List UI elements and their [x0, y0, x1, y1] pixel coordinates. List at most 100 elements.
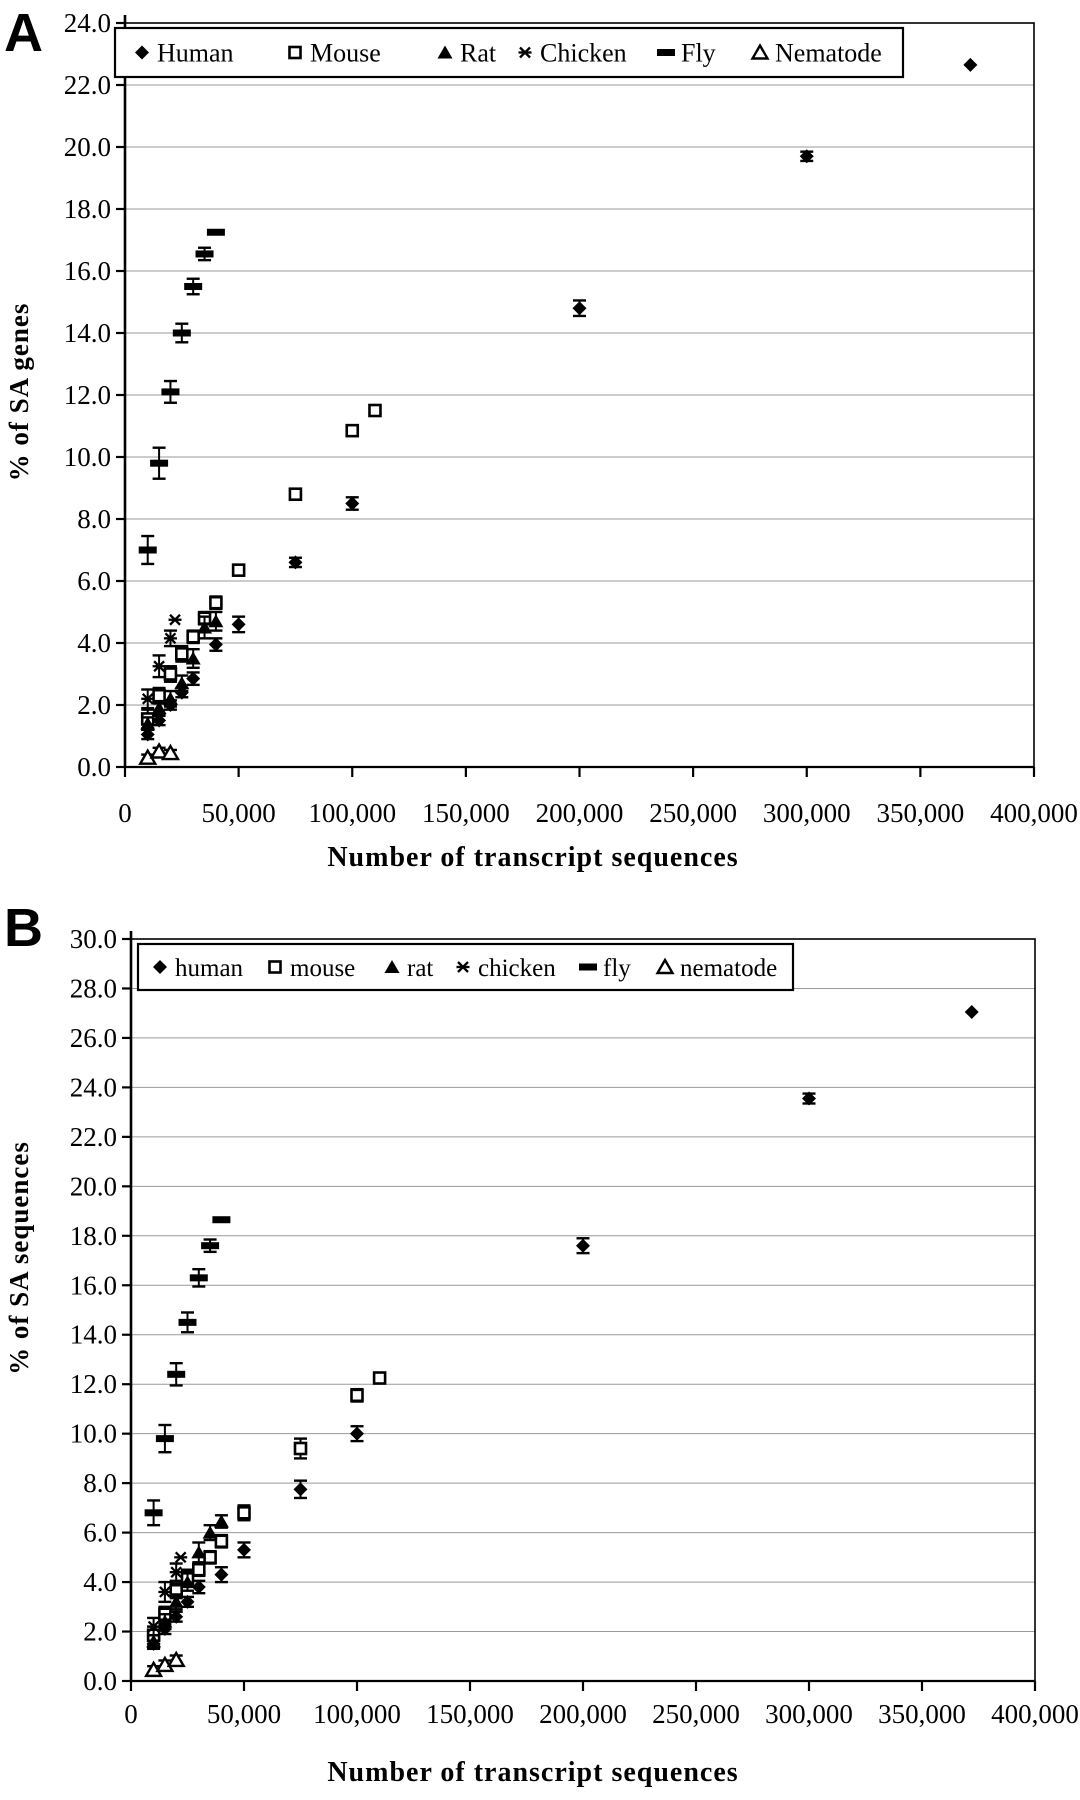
diamond-filled-marker [964, 1004, 979, 1019]
asterisk-marker [141, 692, 155, 705]
y-tick-label: 0.0 [77, 752, 111, 782]
legend-item-rat: rat [384, 955, 433, 982]
legend-item-fly: fly [579, 955, 631, 982]
y-tick-labels: 0.0 2.0 4.0 6.0 8.0 10.0 12.0 14.0 16.0 18.0 20.0 2… [70, 924, 131, 1696]
x-tick-labels: 0 50,000 100,000 150,000 200,000 250,000 300,0… [118, 767, 1078, 828]
diamond-filled-marker [802, 1091, 816, 1106]
square-open-marker [203, 1550, 217, 1565]
y-tick-label: 2.0 [77, 690, 111, 720]
asterisk-marker [163, 632, 177, 645]
y-tick-label: 14.0 [64, 318, 111, 348]
y-tick-label: 16.0 [64, 256, 111, 286]
diamond-filled-marker [799, 149, 814, 164]
diamond-filled-marker [208, 637, 223, 652]
legend-item-mouse: Mouse [288, 39, 381, 68]
series-fly [138, 228, 225, 566]
x-tick-labels: 0 50,000 100,000 150,000 200,000 250,000 300,0… [124, 1681, 1079, 1729]
panel-b-x-axis-title: Number of transcript sequences [327, 1757, 739, 1788]
triangle-open-marker [160, 743, 181, 761]
x-tick-label: 0 [118, 798, 132, 828]
legend-item-fly: Fly [657, 39, 716, 68]
square-open-marker [231, 563, 246, 577]
legend-item-human: Human [135, 39, 234, 68]
y-tick-label: 20.0 [70, 1171, 117, 1201]
triangle-filled-marker [140, 716, 156, 730]
series-human [146, 1004, 979, 1651]
triangle-filled-marker [202, 1525, 218, 1539]
square-open-marker [350, 1388, 364, 1403]
y-tick-label: 28.0 [70, 973, 117, 1003]
y-tick-label: 12.0 [64, 380, 111, 410]
legend-item-mouse: mouse [268, 955, 355, 982]
dash-marker [201, 1242, 220, 1250]
diamond-filled-marker [293, 1482, 308, 1497]
dash-marker [167, 1370, 186, 1378]
y-tick-label: 26.0 [70, 1023, 117, 1053]
asterisk-marker [168, 613, 182, 626]
x-tick-label: 150,000 [422, 798, 510, 828]
legend-item-nematode: nematode [655, 955, 777, 982]
asterisk-marker [147, 1620, 161, 1633]
legend-label: nematode [680, 955, 777, 982]
x-tick-label: 400,000 [990, 798, 1078, 828]
series-rat [146, 1514, 229, 1649]
x-tick-label: 300,000 [763, 798, 851, 828]
legend-item-chicken: Chicken [518, 39, 627, 68]
y-tick-label: 14.0 [70, 1320, 117, 1350]
dash-marker [161, 388, 180, 396]
diamond-filled-marker [576, 1238, 590, 1253]
diamond-filled-marker [345, 496, 360, 511]
gridlines [131, 938, 1035, 1633]
dash-marker [178, 1318, 197, 1326]
dash-marker [144, 1509, 163, 1517]
legend-item-rat: Rat [437, 39, 497, 68]
diamond-filled-marker [153, 960, 167, 974]
diamond-filled-marker [152, 713, 167, 728]
series-mouse [140, 403, 382, 730]
triangle-filled-marker [180, 1575, 195, 1589]
triangle-filled-marker [151, 701, 167, 715]
y-tick-label: 4.0 [83, 1567, 117, 1597]
square-open-marker [192, 1562, 206, 1577]
dash-marker [579, 963, 597, 971]
triangle-filled-marker [197, 620, 213, 634]
y-tick-label: 6.0 [83, 1518, 117, 1548]
triangle-open-marker [750, 43, 770, 60]
y-tick-label: 10.0 [70, 1419, 117, 1449]
legend-label: Mouse [310, 39, 381, 68]
dash-marker [150, 459, 169, 467]
square-open-marker [175, 647, 189, 661]
y-tick-label: 8.0 [83, 1468, 117, 1498]
x-tick-label: 100,000 [313, 1699, 401, 1729]
dash-marker [184, 283, 203, 290]
dash-marker [206, 228, 225, 236]
diamond-filled-marker [572, 301, 587, 316]
legend-item-nematode: Nematode [750, 39, 882, 68]
square-open-marker [186, 629, 200, 644]
diamond-filled-marker [288, 555, 303, 570]
triangle-filled-marker [174, 676, 190, 690]
triangle-filled-marker [213, 1514, 229, 1528]
y-tick-label: 12.0 [70, 1369, 117, 1399]
gridlines [125, 22, 1034, 706]
diamond-filled-marker [135, 45, 149, 60]
y-tick-label: 24.0 [64, 8, 111, 38]
legend-label: rat [407, 955, 433, 982]
triangle-filled-marker [191, 1545, 207, 1559]
dash-marker [189, 1274, 208, 1282]
triangle-open-marker [655, 957, 675, 975]
square-open-marker [288, 45, 302, 60]
x-tick-label: 400,000 [991, 1699, 1079, 1729]
y-tick-label: 2.0 [83, 1617, 117, 1647]
y-tick-label: 6.0 [77, 566, 111, 596]
square-open-marker [163, 667, 178, 681]
triangle-filled-marker [168, 1594, 184, 1608]
diamond-filled-marker [186, 671, 201, 686]
y-tick-labels: 0.0 2.0 4.0 6.0 8.0 10.0 12.0 14.0 16.0 18.0 20.0 2… [64, 8, 125, 782]
x-tick-label: 300,000 [765, 1699, 853, 1729]
dash-marker [172, 329, 191, 337]
series-nematode [144, 1650, 186, 1678]
y-tick-label: 30.0 [70, 924, 117, 954]
x-tick-label: 50,000 [207, 1699, 281, 1729]
